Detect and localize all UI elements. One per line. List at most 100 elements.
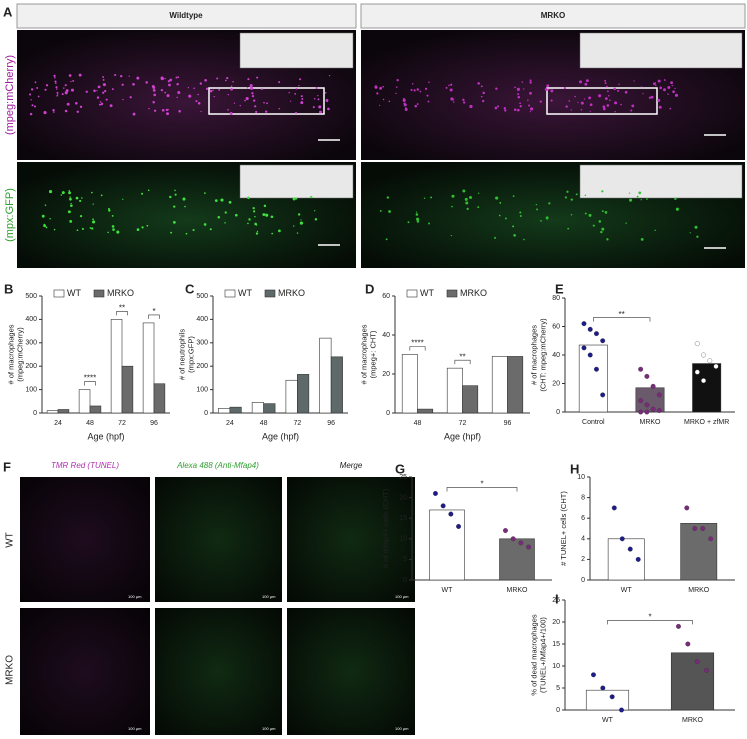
speckle [535,204,538,206]
speckle [173,205,176,208]
data-point [650,383,656,389]
speckle [122,98,124,101]
speckle [415,211,418,213]
data-point [676,623,681,629]
speckle [28,93,32,96]
speckle [76,229,79,232]
speckle [609,99,611,102]
speckle [265,110,268,113]
speckle [184,205,186,208]
speckle [388,100,391,103]
speckle [674,93,679,97]
speckle [256,230,259,233]
speckle [415,213,419,216]
legend-swatch [446,289,458,298]
row-label: (mpx:GFP) [4,188,16,242]
data-point [694,341,700,347]
data-point [619,536,625,542]
speckle [445,86,448,89]
speckle [585,79,589,83]
y-tick-label: 20 [552,380,560,387]
speckle [254,215,256,218]
speckle [640,237,644,241]
speckle [79,105,83,109]
speckle [300,101,304,105]
legend-label: MRKO [460,288,487,298]
speckle [43,224,46,228]
speckle [31,104,34,107]
bar [285,379,298,414]
x-tick-label: 72 [118,420,126,427]
panel-letter: D [365,281,374,296]
speckle [250,86,254,91]
y-tick-label: 200 [25,363,37,370]
speckle [667,86,671,90]
speckle [262,213,266,217]
speckle [614,101,618,105]
speckle [233,102,236,104]
speckle [523,238,525,241]
speckle [374,85,378,89]
micrograph [155,608,282,735]
bar [57,409,70,414]
speckle [416,88,420,91]
speckle [141,192,144,195]
speckle [105,98,108,101]
speckle [53,111,55,113]
speckle [463,101,466,104]
y-tick-label: 0 [204,410,208,417]
scale-label: 100 µm [128,594,142,599]
speckle [382,98,385,101]
speckle [589,103,593,107]
data-point [644,402,650,408]
speckle [529,79,532,82]
data-point [440,503,446,509]
speckle [519,102,521,105]
scale-label: 100 µm [128,726,142,731]
y-tick-label: 40 [382,332,390,339]
data-point [600,392,606,398]
speckle [34,81,37,84]
legend-label: WT [420,288,434,298]
speckle [69,219,73,223]
speckle [295,197,298,200]
speckle [175,76,178,79]
speckle [513,234,516,237]
speckle [396,78,399,82]
x-tick-label: MRKO [688,587,710,594]
y-tick-label: 2 [581,556,585,563]
data-point [684,505,690,511]
significance-label: * [648,613,651,622]
y-axis-label: (mpx:GFP) [186,336,195,373]
speckle [43,110,47,115]
speckle [638,191,642,195]
speckle [604,211,608,214]
data-point [644,409,650,415]
speckle [132,112,136,116]
data-point [433,491,438,496]
speckle [60,194,63,196]
x-tick-label: 24 [226,420,234,427]
speckle [54,76,56,79]
speckle [230,85,233,88]
speckle [583,98,586,100]
speckle [564,196,567,199]
speckle [212,89,214,92]
speckle [92,220,96,224]
x-axis-label: Age (hpf) [444,431,481,441]
speckle [147,189,150,192]
y-axis-label: # of neutrophils [177,329,186,381]
x-tick-label: 96 [327,420,335,427]
bar [263,403,276,414]
speckle [657,98,661,102]
speckle [568,100,571,102]
speckle [111,88,114,91]
speckle [79,199,82,203]
panel-letter: B [4,281,13,296]
x-tick-label: 48 [86,420,94,427]
speckle [79,215,83,218]
speckle [327,107,330,111]
y-tick-label: 300 [25,340,37,347]
bar [110,319,123,414]
speckle [102,91,105,94]
